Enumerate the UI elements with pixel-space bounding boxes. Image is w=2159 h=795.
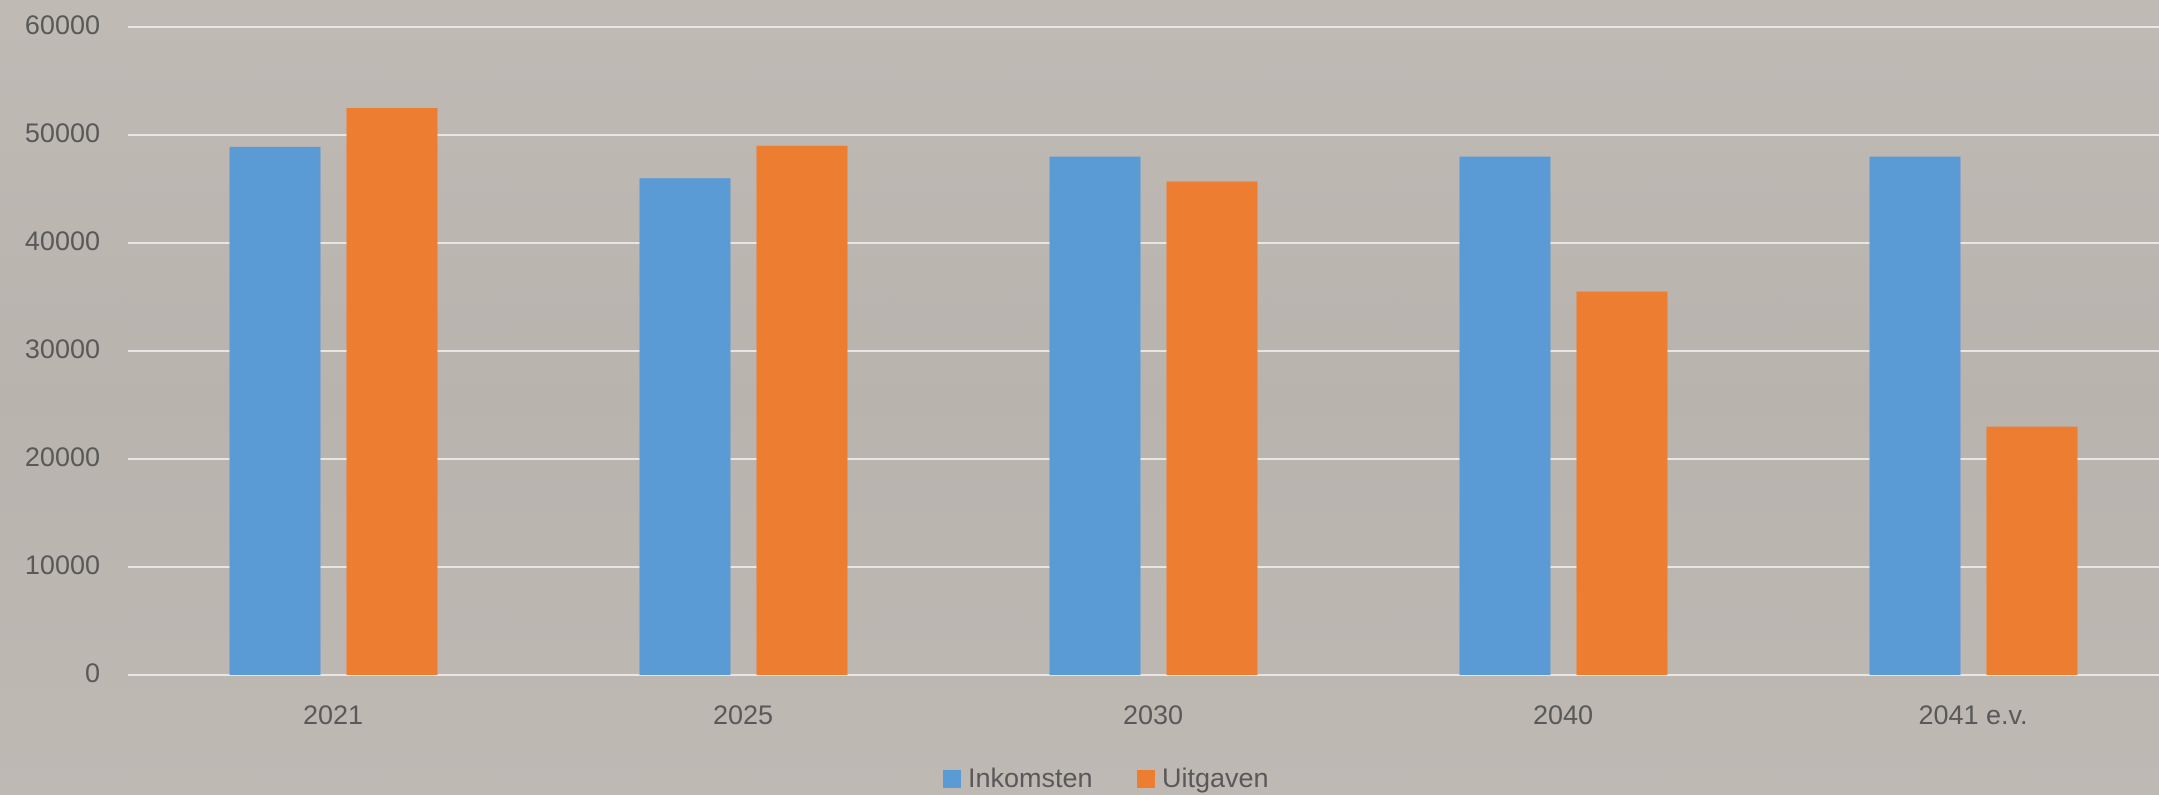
y-tick-label: 20000 bbox=[25, 442, 100, 472]
x-tick-label: 2041 e.v. bbox=[1918, 700, 2027, 730]
legend-swatch bbox=[1137, 770, 1155, 788]
bar bbox=[1049, 156, 1141, 676]
y-tick-label: 60000 bbox=[25, 10, 100, 40]
x-tick-label: 2025 bbox=[713, 700, 773, 730]
bar bbox=[1166, 181, 1258, 675]
legend-swatch bbox=[943, 770, 961, 788]
bar bbox=[346, 108, 438, 675]
y-tick-label: 30000 bbox=[25, 334, 100, 364]
bar bbox=[229, 146, 321, 675]
bar bbox=[1869, 156, 1961, 676]
y-tick-label: 0 bbox=[85, 658, 100, 688]
y-tick-label: 40000 bbox=[25, 226, 100, 256]
bar bbox=[1986, 426, 2078, 675]
bar bbox=[1459, 156, 1551, 676]
x-tick-label: 2030 bbox=[1123, 700, 1183, 730]
x-tick-label: 2021 bbox=[303, 700, 363, 730]
y-tick-label: 10000 bbox=[25, 550, 100, 580]
legend-label: Inkomsten bbox=[968, 763, 1093, 793]
bar bbox=[1576, 291, 1668, 675]
bar bbox=[756, 145, 848, 676]
bar bbox=[639, 178, 731, 675]
x-tick-label: 2040 bbox=[1533, 700, 1593, 730]
legend-label: Uitgaven bbox=[1162, 763, 1269, 793]
y-tick-label: 50000 bbox=[25, 118, 100, 148]
